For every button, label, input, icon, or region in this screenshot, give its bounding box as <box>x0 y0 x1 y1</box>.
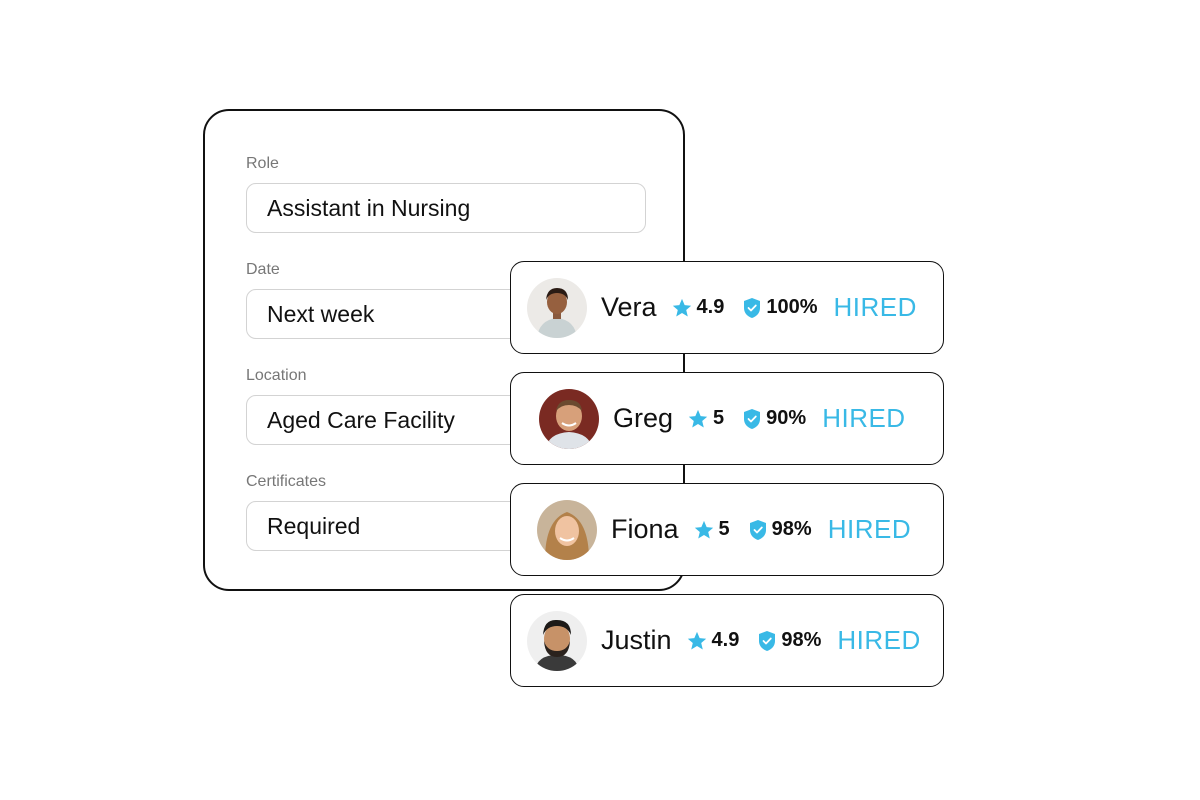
status-badge: HIRED <box>833 292 917 322</box>
role-field[interactable]: Assistant in Nursing <box>246 183 646 233</box>
status-badge: HIRED <box>837 625 921 655</box>
role-label: Role <box>246 155 279 172</box>
candidate-card-justin[interactable]: Justin 4.9 98% HIRED <box>510 594 944 687</box>
star-icon <box>693 519 715 541</box>
candidate-reliability: 98% <box>781 629 822 651</box>
shield-check-icon <box>757 630 777 652</box>
candidate-name: Greg <box>613 403 674 433</box>
avatar <box>537 499 597 560</box>
candidate-name: Fiona <box>611 514 679 544</box>
star-icon <box>671 297 693 319</box>
candidate-rating: 5 <box>718 518 730 540</box>
avatar <box>527 610 587 671</box>
star-icon <box>687 408 709 430</box>
candidate-reliability: 90% <box>766 407 807 429</box>
shield-check-icon <box>748 519 768 541</box>
candidate-reliability: 100% <box>766 296 818 318</box>
shield-check-icon <box>742 297 762 319</box>
avatar <box>539 388 599 449</box>
candidate-rating: 4.9 <box>711 629 740 651</box>
avatar <box>527 277 587 338</box>
candidate-reliability: 98% <box>771 518 812 540</box>
date-label: Date <box>246 261 280 278</box>
status-badge: HIRED <box>822 403 906 433</box>
candidate-rating: 5 <box>713 407 725 429</box>
candidate-card-vera[interactable]: Vera 4.9 100% HIRED <box>510 261 944 354</box>
location-label: Location <box>246 367 307 384</box>
candidate-rating: 4.9 <box>696 296 725 318</box>
star-icon <box>686 630 708 652</box>
candidate-card-fiona[interactable]: Fiona 5 98% HIRED <box>510 483 944 576</box>
candidate-name: Justin <box>601 625 672 655</box>
candidate-card-greg[interactable]: Greg 5 90% HIRED <box>510 372 944 465</box>
candidate-name: Vera <box>601 292 657 322</box>
shield-check-icon <box>742 408 762 430</box>
certificates-label: Certificates <box>246 473 327 490</box>
status-badge: HIRED <box>827 514 912 544</box>
